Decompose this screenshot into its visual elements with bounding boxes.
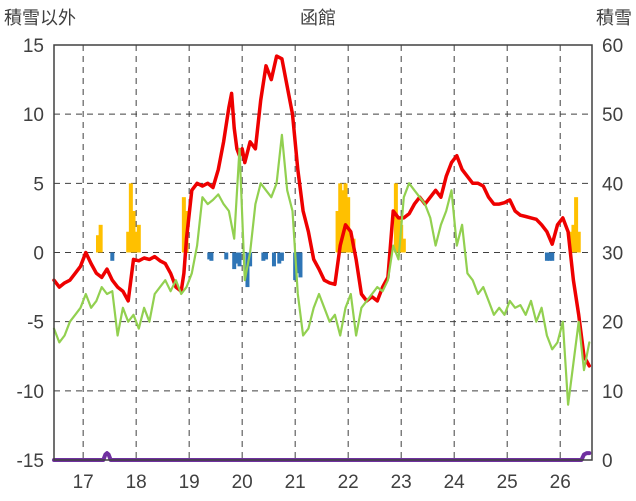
y-right-tick-label: 10 <box>602 382 623 403</box>
x-tick-label: 19 <box>179 472 200 493</box>
y-right-tick-label: 50 <box>602 105 623 126</box>
bar <box>237 252 242 267</box>
bar <box>279 252 284 261</box>
x-tick-label: 20 <box>232 472 253 493</box>
bar <box>396 217 401 253</box>
y-left-tick-label: 10 <box>23 105 44 126</box>
bar <box>346 197 351 253</box>
y-left-tick-label: 15 <box>23 36 44 57</box>
bar <box>343 183 348 253</box>
bar <box>271 252 276 267</box>
x-tick-label: 25 <box>497 472 518 493</box>
y-left-tick-label: 0 <box>33 244 44 265</box>
bar <box>340 190 345 253</box>
bar <box>571 224 576 253</box>
chart-title: 函館 <box>300 8 336 28</box>
bar <box>295 252 300 274</box>
bar <box>401 238 406 253</box>
plot-frame <box>53 44 593 461</box>
bar <box>181 197 186 253</box>
bar <box>209 252 214 261</box>
bar <box>131 211 136 253</box>
right-axis-label: 積雪 <box>596 8 632 28</box>
bar <box>232 252 237 270</box>
y-left-tick-label: 5 <box>33 174 44 195</box>
bar <box>95 235 100 253</box>
bar <box>224 252 229 260</box>
bar <box>547 252 552 261</box>
bar <box>126 231 131 253</box>
y-left-tick-label: -15 <box>17 451 44 472</box>
bar <box>248 252 253 267</box>
y-left-tick-label: -10 <box>17 382 44 403</box>
bar <box>110 252 115 261</box>
bar <box>393 183 398 253</box>
y-right-tick-label: 30 <box>602 244 623 265</box>
x-tick-label: 24 <box>444 472 466 493</box>
grid-lines <box>54 45 592 460</box>
x-tick-label: 17 <box>73 472 94 493</box>
bar <box>338 183 343 253</box>
bar <box>277 252 282 264</box>
x-tick-label: 22 <box>338 472 359 493</box>
bar <box>128 183 133 253</box>
y-left-tick-label: -5 <box>27 313 44 334</box>
x-tick-label: 18 <box>126 472 147 493</box>
bar <box>348 238 353 253</box>
line-layer <box>52 54 592 462</box>
y-right-tick-label: 60 <box>602 36 623 57</box>
series-line-green <box>52 133 591 406</box>
bar <box>550 252 555 261</box>
bar <box>207 252 212 260</box>
bar <box>544 252 549 261</box>
bar <box>335 211 340 253</box>
bar <box>234 252 239 264</box>
y-right-tick-label: 40 <box>602 174 623 195</box>
left-axis-label: 積雪以外 <box>4 8 76 28</box>
x-tick-label: 26 <box>550 472 571 493</box>
y-right-tick-label: 0 <box>602 451 613 472</box>
bar <box>136 224 141 253</box>
series-line-red <box>52 54 592 368</box>
bar <box>298 252 303 278</box>
y-right-tick-label: 20 <box>602 313 623 334</box>
bar <box>264 252 269 260</box>
bar <box>574 197 579 253</box>
x-tick-label: 21 <box>285 472 306 493</box>
series-line-purple <box>52 451 592 462</box>
bar <box>576 231 581 253</box>
bar <box>134 231 139 253</box>
bar <box>98 224 103 253</box>
bar <box>261 252 266 261</box>
x-tick-label: 23 <box>391 472 412 493</box>
